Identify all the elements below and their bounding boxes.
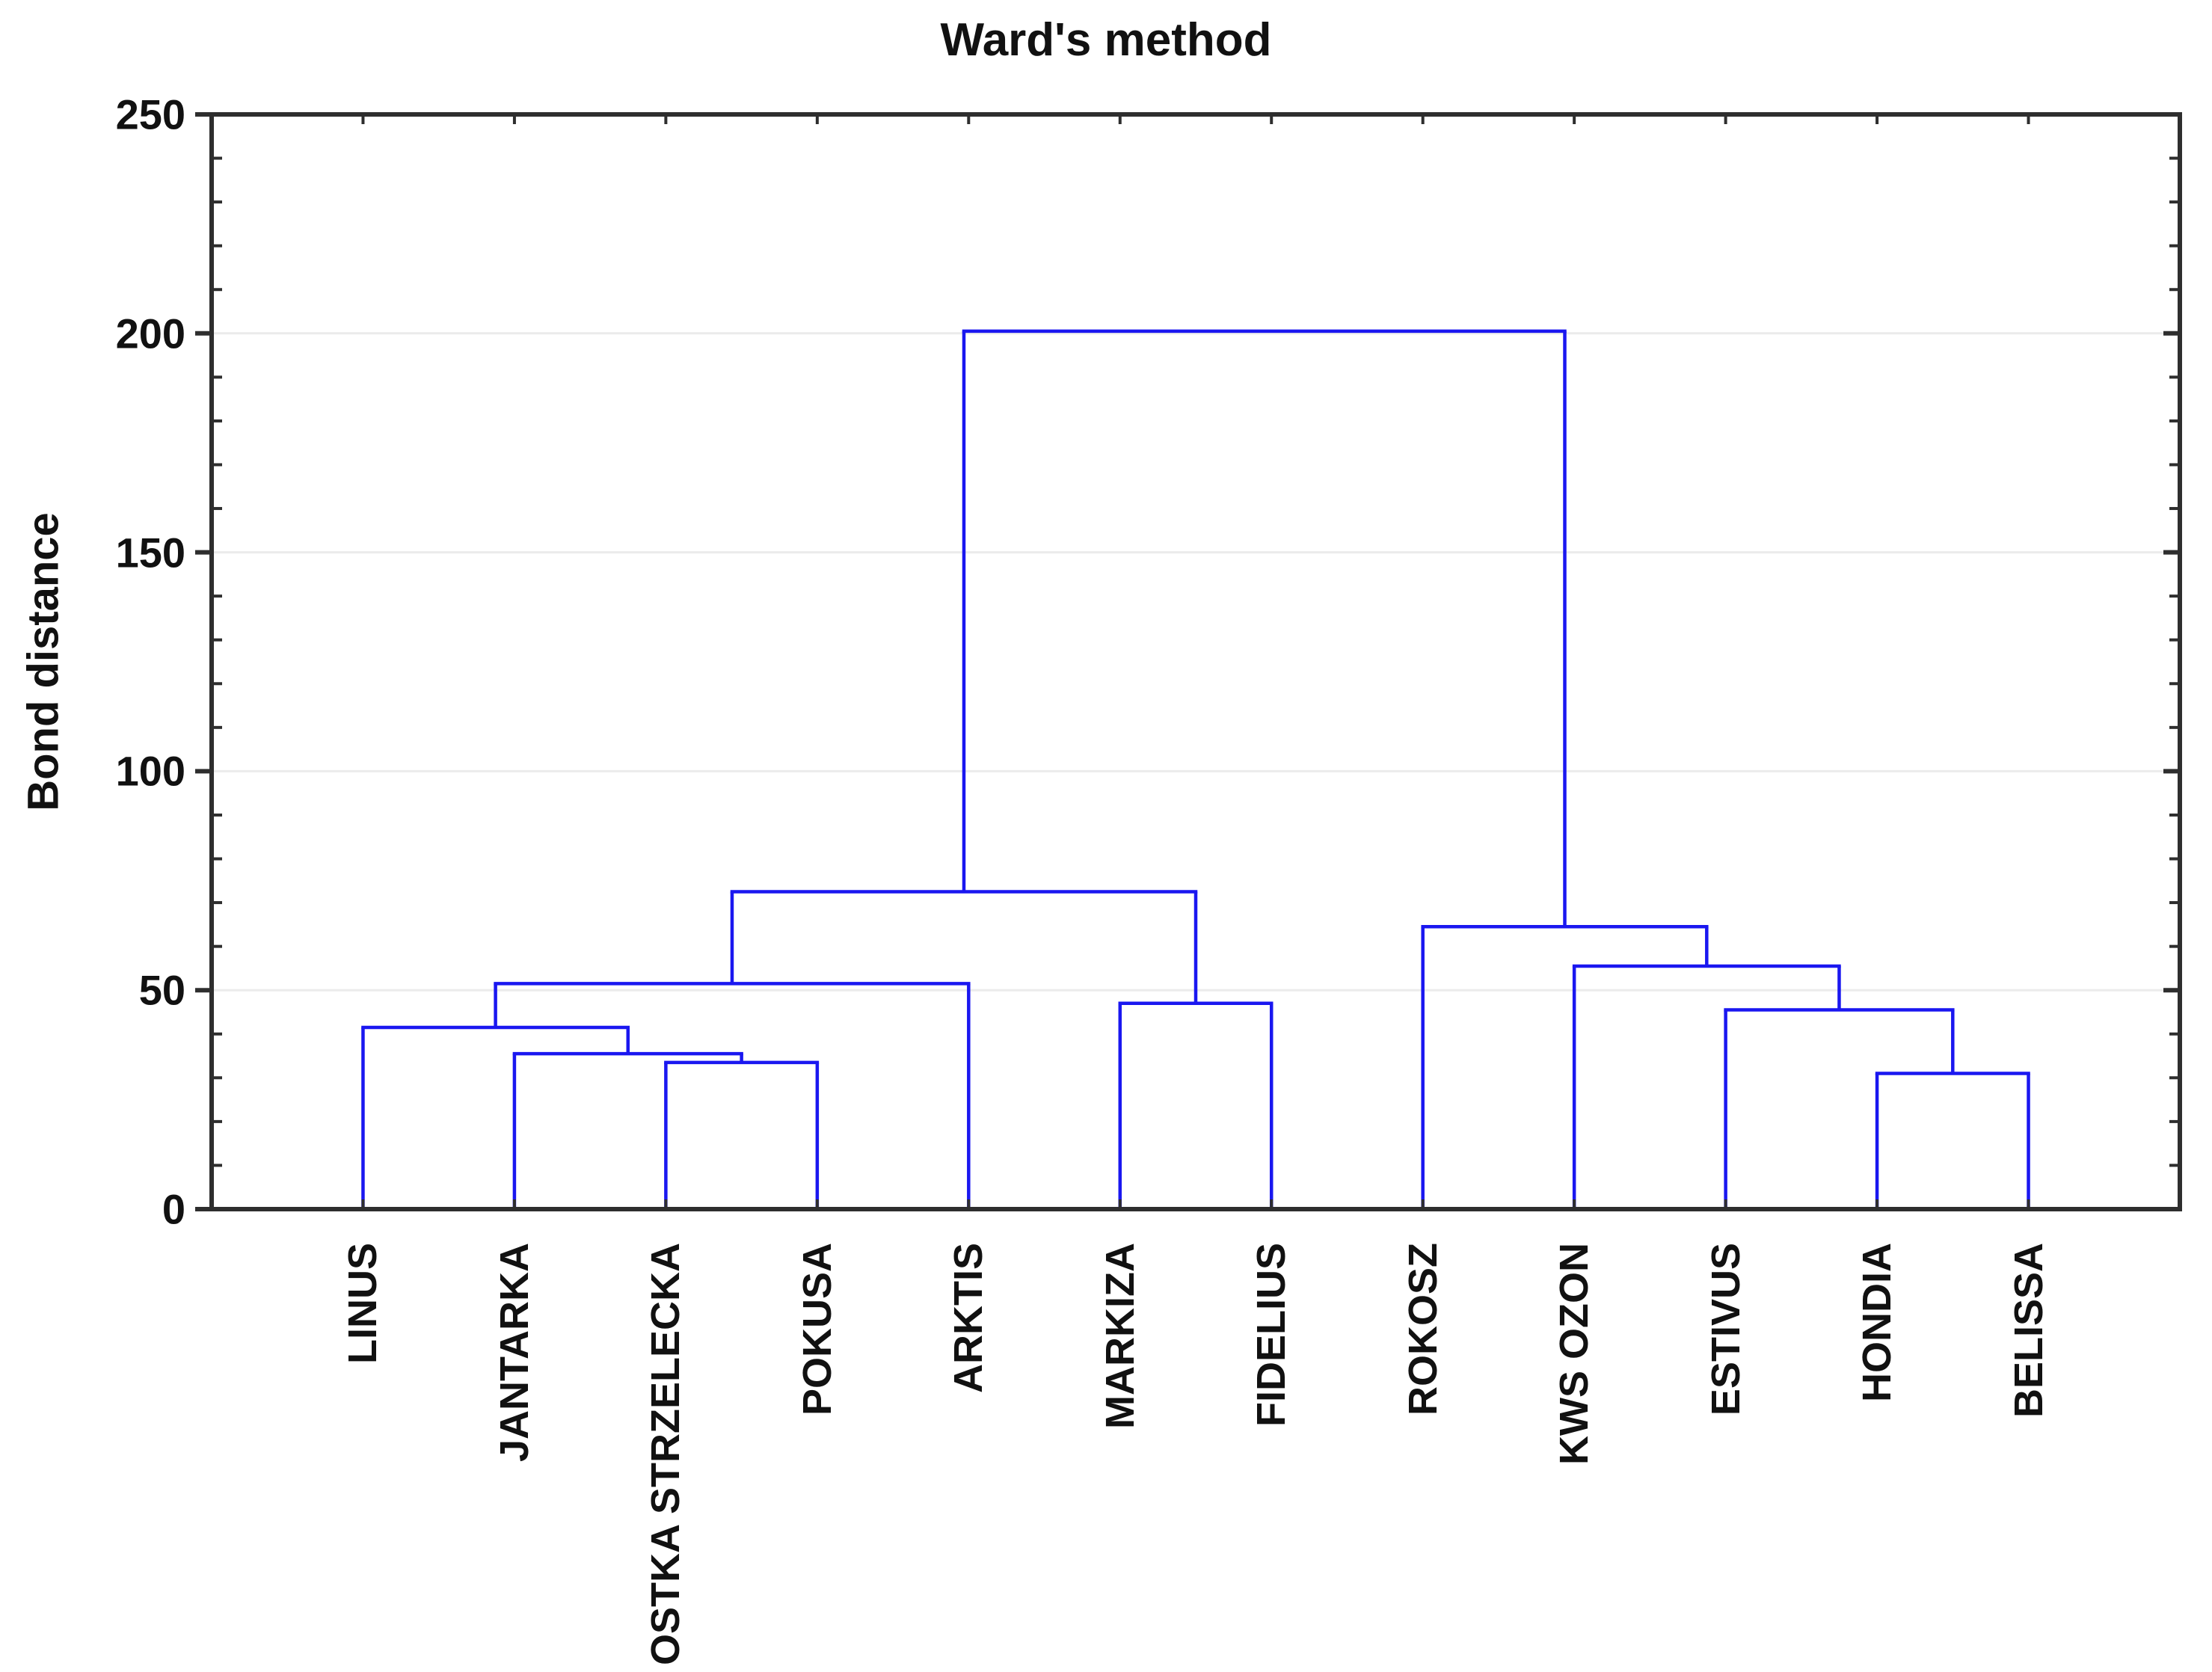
leaf-label: HONDIA <box>1855 1243 1900 1402</box>
leaf-label: KWS OZON <box>1552 1243 1597 1465</box>
leaf-label: JANTARKA <box>491 1243 537 1462</box>
leaf-label: ROKOSZ <box>1400 1243 1446 1416</box>
y-tick-label: 50 <box>138 966 185 1014</box>
leaf-label: MARKIZA <box>1097 1243 1143 1429</box>
plot-frame <box>209 112 2182 1211</box>
leaf-label: POKUSA <box>794 1243 840 1416</box>
y-tick-label: 200 <box>115 310 185 357</box>
y-tick-label: 250 <box>115 90 185 138</box>
chart-title: Ward's method <box>940 14 1272 66</box>
leaf-label: ESTIVUS <box>1703 1243 1748 1416</box>
y-tick-label: 150 <box>115 529 185 577</box>
leaf-label: OSTKA STRZELECKA <box>643 1243 689 1665</box>
y-tick-label: 0 <box>162 1185 185 1233</box>
leaf-label: BELISSA <box>2006 1243 2051 1419</box>
leaf-label: FIDELIUS <box>1249 1243 1294 1427</box>
y-tick-label: 100 <box>115 747 185 795</box>
y-axis-title: Bond distance <box>19 512 68 811</box>
leaf-label: LINUS <box>340 1243 386 1364</box>
leaf-label: ARKTIS <box>946 1243 992 1393</box>
